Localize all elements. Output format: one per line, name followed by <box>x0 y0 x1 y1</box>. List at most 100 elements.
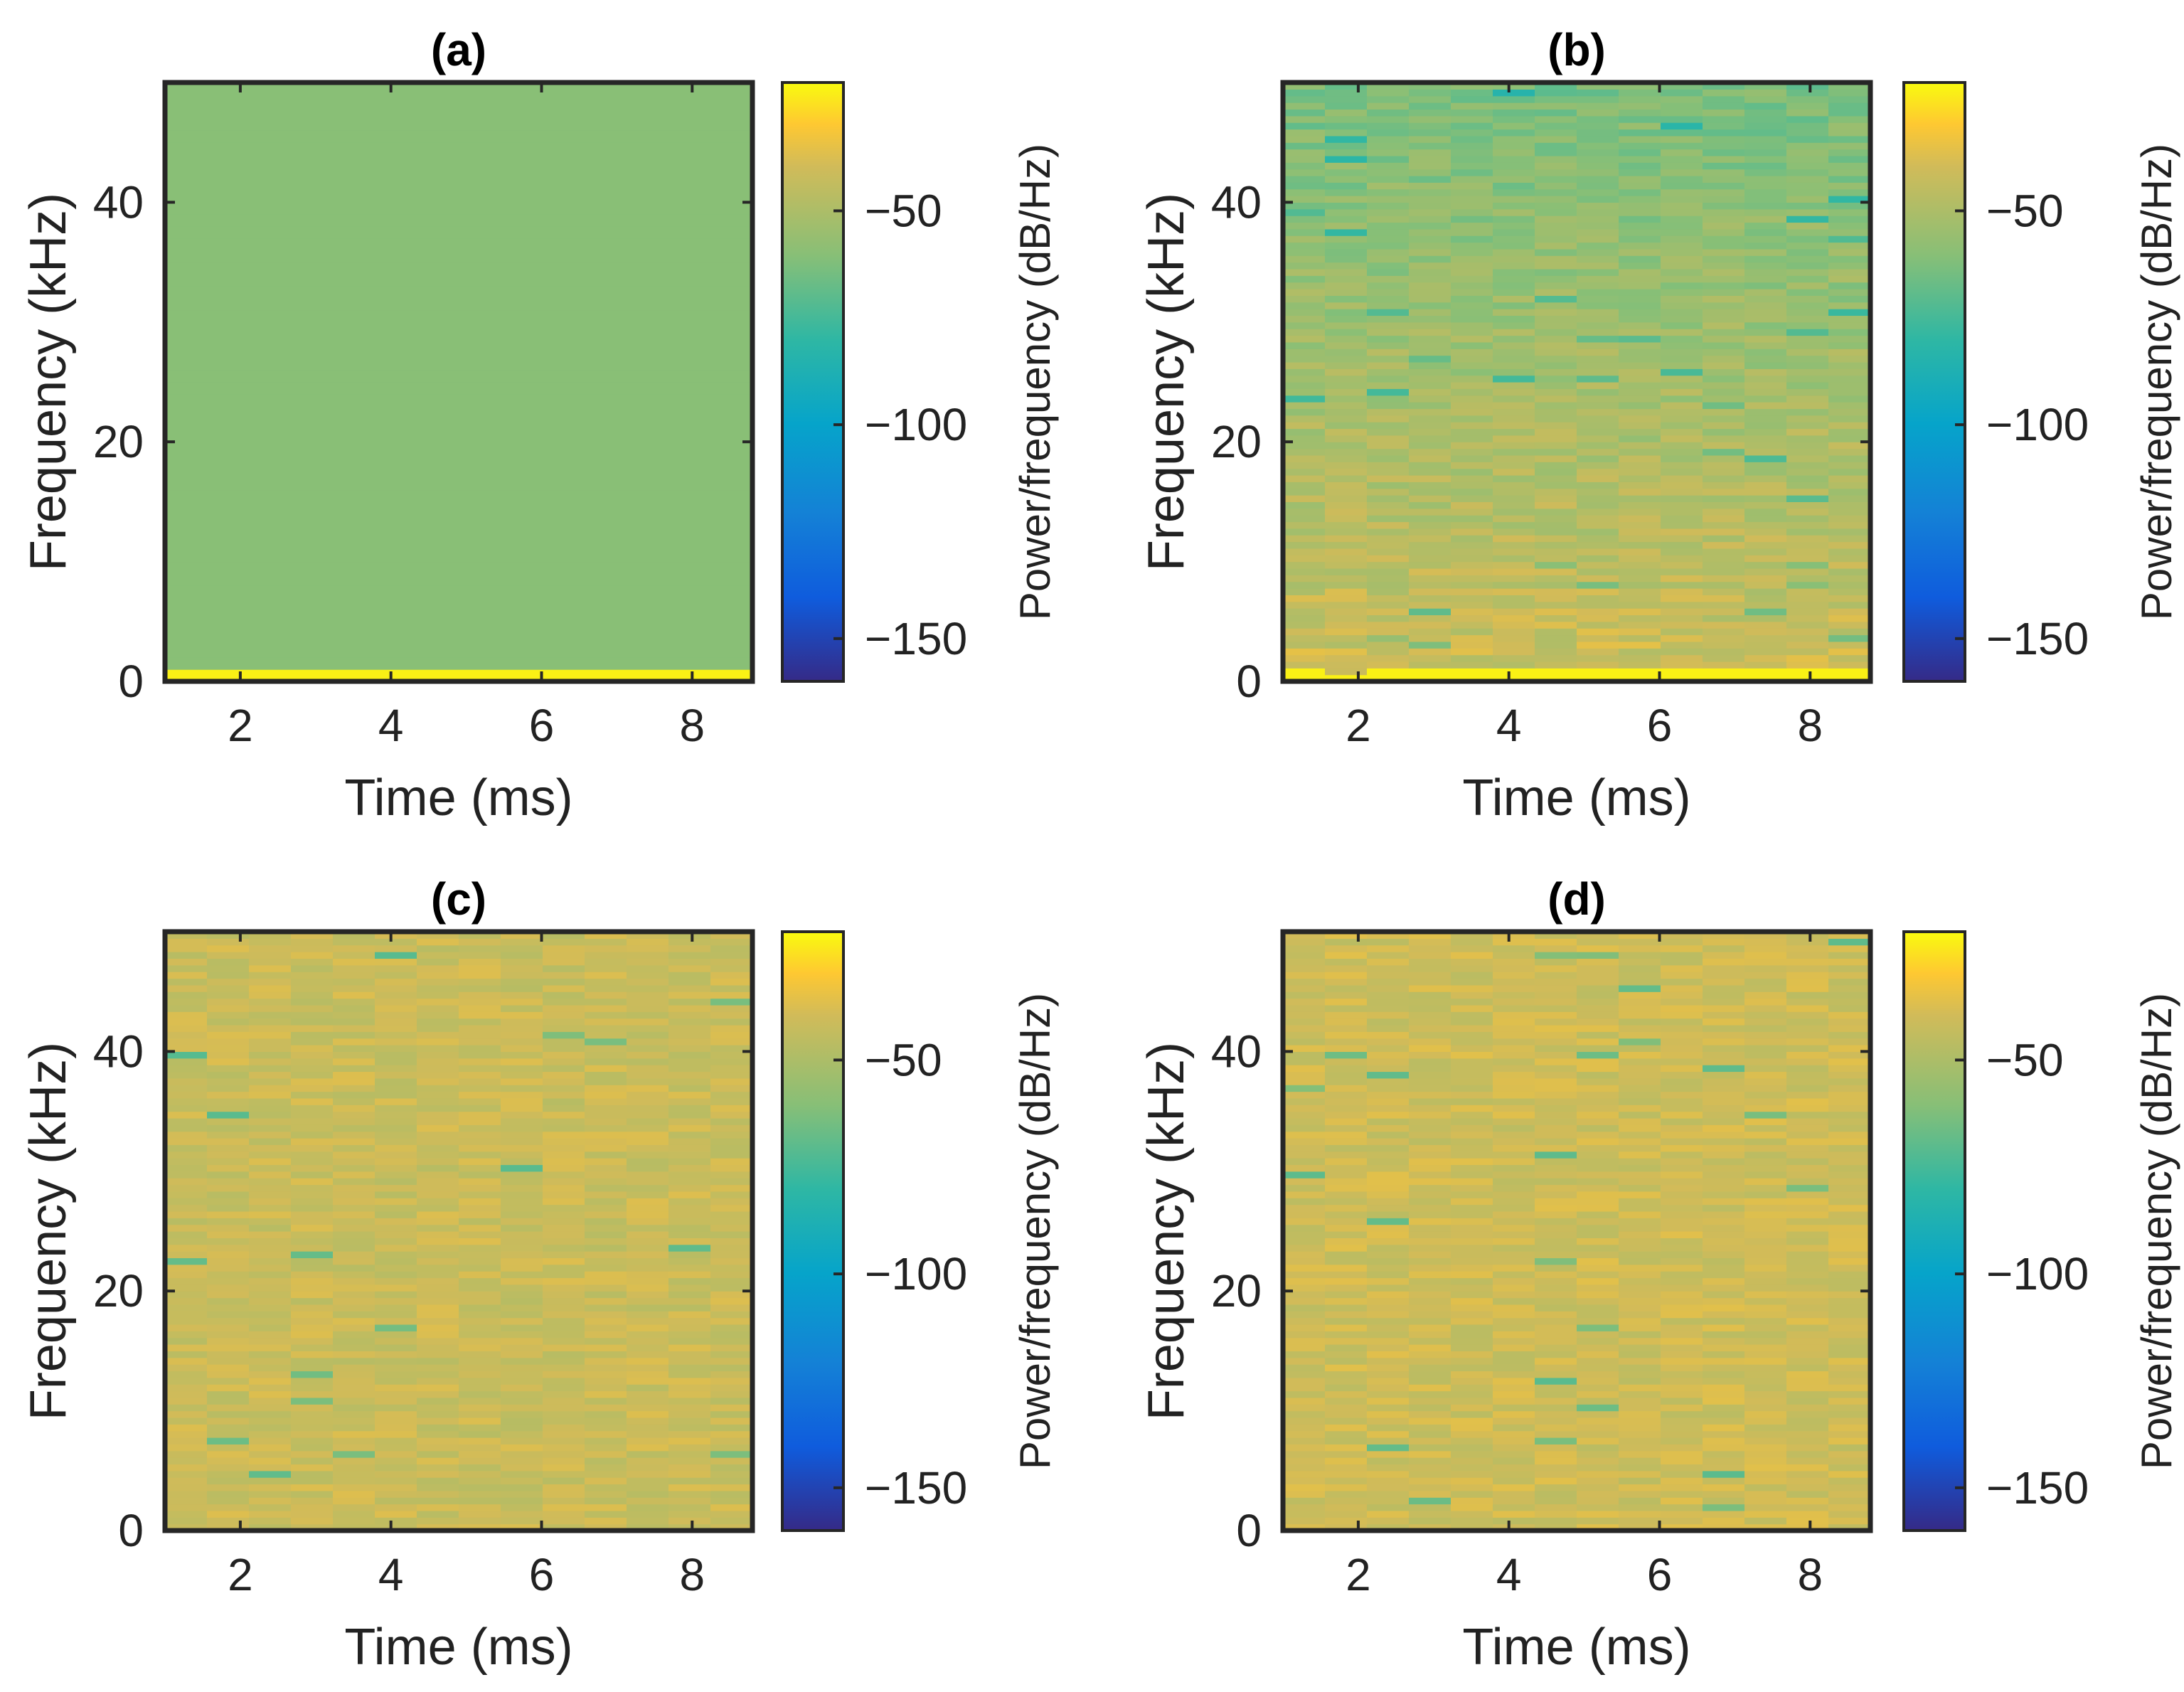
heatmap-cell <box>459 1397 501 1405</box>
heatmap-cell <box>1409 282 1451 289</box>
heatmap-cell <box>291 1111 334 1119</box>
heatmap-cell <box>1451 361 1493 369</box>
heatmap-cell <box>1409 1131 1451 1139</box>
heatmap-cell <box>1367 1324 1410 1331</box>
heatmap-cell <box>1828 1311 1871 1319</box>
heatmap-cell <box>1409 1111 1451 1119</box>
heatmap-cell <box>207 1490 250 1498</box>
heatmap-cell <box>627 1244 669 1252</box>
heatmap-cell <box>1786 555 1829 563</box>
heatmap-cell <box>1409 621 1451 629</box>
heatmap-cell <box>1493 1031 1535 1039</box>
heatmap-cell <box>1325 162 1368 170</box>
heatmap-cell <box>1451 368 1493 376</box>
heatmap-cell <box>627 1224 669 1232</box>
heatmap-cell <box>1325 1384 1368 1392</box>
heatmap-cell <box>1828 1204 1871 1212</box>
heatmap-cell <box>1828 415 1871 422</box>
heatmap-cell <box>1703 568 1745 575</box>
heatmap-cell <box>1577 1397 1619 1405</box>
heatmap-cell <box>1325 1424 1368 1432</box>
heatmap-cell <box>668 998 711 1006</box>
heatmap-cell <box>1703 188 1745 196</box>
heatmap-cell <box>1535 182 1577 190</box>
heatmap-cell <box>668 932 711 939</box>
heatmap-cell <box>1325 1277 1368 1285</box>
heatmap-cell <box>459 1058 501 1065</box>
heatmap-cell <box>1493 361 1535 369</box>
heatmap-cell <box>417 1164 459 1172</box>
heatmap-cell <box>165 1178 208 1186</box>
heatmap-cell <box>1786 1004 1829 1012</box>
heatmap-cell <box>1744 1337 1787 1345</box>
panel-title: (a) <box>431 24 486 75</box>
heatmap-cell <box>1703 1178 1745 1186</box>
heatmap-cell <box>207 1317 250 1325</box>
heatmap-cell <box>249 1004 292 1012</box>
heatmap-cell <box>501 1004 543 1012</box>
heatmap-cell <box>1325 361 1368 369</box>
heatmap-cell <box>1703 295 1745 303</box>
heatmap-cell <box>1703 388 1745 396</box>
heatmap-cell <box>710 1337 753 1345</box>
heatmap-cell <box>1535 972 1577 979</box>
heatmap-cell <box>1786 1078 1829 1085</box>
heatmap-cell <box>1409 1430 1451 1438</box>
heatmap-cell <box>501 945 543 952</box>
heatmap-cell <box>1283 1144 1326 1152</box>
heatmap-cell <box>1325 1410 1368 1418</box>
heatmap-cell <box>1619 1058 1661 1065</box>
heatmap-cell <box>1661 1158 1703 1166</box>
heatmap-cell <box>1577 641 1619 649</box>
y-tick-label: 0 <box>118 656 144 707</box>
heatmap-cell <box>668 1504 711 1511</box>
heatmap-cell <box>501 1504 543 1511</box>
heatmap-cell <box>1661 89 1703 97</box>
heatmap-cell <box>1451 208 1493 216</box>
heatmap-cell <box>1661 1058 1703 1065</box>
heatmap-cell <box>1283 435 1326 442</box>
heatmap-cell <box>1786 991 1829 999</box>
heatmap-cell <box>1325 1397 1368 1405</box>
heatmap-cell <box>501 1251 543 1259</box>
heatmap-cell <box>1493 169 1535 176</box>
heatmap-cell <box>501 1117 543 1125</box>
heatmap-cell <box>585 1117 627 1125</box>
heatmap-cell <box>1409 315 1451 323</box>
heatmap-cell <box>375 1065 417 1073</box>
heatmap-cell <box>1786 1218 1829 1225</box>
heatmap-cell <box>291 1444 334 1452</box>
heatmap-cell <box>1703 1291 1745 1299</box>
heatmap-cell <box>1409 341 1451 349</box>
heatmap-cell <box>1577 1264 1619 1272</box>
heatmap-cell <box>1577 1277 1619 1285</box>
colorbar-tick-label: −100 <box>1986 399 2089 450</box>
heatmap-cell <box>710 1351 753 1358</box>
heatmap-cell <box>1535 541 1577 549</box>
heatmap-cell <box>459 1238 501 1245</box>
heatmap-cell <box>291 1244 334 1252</box>
heatmap-cell <box>1325 1331 1368 1339</box>
heatmap-cell <box>1619 1424 1661 1432</box>
heatmap-cell <box>543 1171 585 1178</box>
heatmap-cell <box>1577 196 1619 203</box>
heatmap-cell <box>1493 1304 1535 1311</box>
heatmap-cell <box>1535 435 1577 442</box>
heatmap-cell <box>1703 248 1745 256</box>
heatmap-cell <box>1703 1390 1745 1398</box>
heatmap-cell <box>1325 1131 1368 1139</box>
heatmap-cell <box>1535 415 1577 422</box>
heatmap-cell <box>417 1317 459 1325</box>
heatmap-cell <box>291 1018 334 1026</box>
heatmap-cell <box>1744 122 1787 130</box>
heatmap-cell <box>165 1317 208 1325</box>
heatmap-cell <box>1493 508 1535 516</box>
heatmap-cell <box>1409 129 1451 137</box>
heatmap-cell <box>1744 1371 1787 1378</box>
heatmap-cell <box>1451 1117 1493 1125</box>
heatmap-cell <box>501 1277 543 1285</box>
heatmap-cell <box>207 1277 250 1285</box>
heatmap-cell <box>1577 395 1619 403</box>
heatmap-cell <box>291 945 334 952</box>
heatmap-cell <box>1828 1397 1871 1405</box>
